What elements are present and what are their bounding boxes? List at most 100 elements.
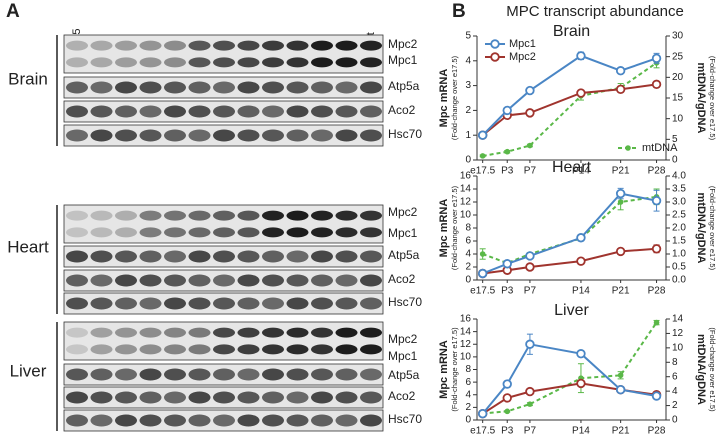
blot-band [237,40,260,51]
blot-band [335,327,358,338]
blot-band [360,40,382,51]
marker [576,378,586,389]
y2-tick-label: 2.0 [672,223,686,234]
y-tick-label: 1 [465,130,471,141]
blot-band [360,414,382,427]
blot-band [262,344,284,355]
y-label-note: (Fold-change over e17.5) [450,327,459,412]
blot-band [237,57,260,68]
blot-band [90,81,113,94]
marker [576,233,586,243]
protein-label: Hsc70 [388,127,422,141]
chart-title: Heart [552,159,592,176]
blot-band [164,227,186,238]
blot-band [139,274,162,287]
blot-band [164,414,186,427]
blot-band [311,129,333,142]
blot-band [360,105,382,118]
marker [504,408,511,415]
blot-band [213,368,235,381]
y2-tick-label: 0 [672,155,678,166]
x-tick-label: P14 [572,286,590,297]
y-label: Mpc mRNA [438,69,450,128]
blot-band [90,391,113,404]
blot-band [213,414,235,427]
marker [576,88,586,98]
blot-band [262,250,284,263]
blot-band [139,129,162,142]
blot-band [286,344,309,355]
blot-band [262,57,284,68]
x-tick-label: P21 [612,426,630,435]
legend-label: Mpc1 [509,38,536,50]
marker [651,53,662,64]
y-tick-label: 2 [465,262,471,273]
x-tick-label: e17.5 [470,286,495,297]
blot-band [311,297,333,310]
blot-band [115,227,137,238]
marker [576,349,586,359]
x-tick-label: P3 [501,286,514,297]
marker [477,268,488,279]
blot-band [139,81,162,94]
blot-band [213,210,235,221]
y-tick-label: 0 [465,275,471,286]
blot-band [90,57,113,68]
blot-band [237,414,260,427]
blot-band [262,414,284,427]
blot-band [164,57,186,68]
blot-band [360,344,382,355]
blot-band [66,227,88,238]
blot-band [213,297,235,310]
blot-band [237,105,260,118]
panel-label: B [452,1,466,22]
blot-band [66,81,88,94]
marker [617,372,624,379]
blot-band [237,227,260,238]
blot-band [139,344,162,355]
marker [479,153,486,159]
blot-band [311,414,333,427]
protein-label: Mpc2 [388,37,418,51]
blot-band [164,297,186,310]
tissue-label: Heart [7,237,49,256]
legend-marker [490,52,500,62]
blot-band [139,105,162,118]
y2-tick-label: 4.0 [672,171,686,182]
blot-band [90,40,113,51]
blot-band [66,129,88,142]
blot-band [213,250,235,263]
y-tick-label: 3 [465,80,471,91]
legend-label: mtDNA [642,142,678,154]
blot-band [188,327,211,338]
y-tick-label: 0 [465,415,471,426]
blot-band [164,250,186,263]
blot-band [213,57,235,68]
blot-band [66,57,88,68]
y2-label-note: (Fold-change over e17.5) [708,186,717,271]
marker [525,339,535,349]
marker [479,251,486,257]
blot-band [139,414,162,427]
blot-band [66,40,88,51]
x-tick-label: P3 [501,166,514,177]
blot-band [139,227,162,238]
y-tick-label: 4 [465,249,471,260]
marker [502,105,512,116]
protein-label: Mpc1 [388,53,418,67]
blot-band [237,81,260,94]
blot-band [360,297,382,310]
protein-label: Hsc70 [388,295,422,309]
marker [615,66,626,76]
blot-band [164,40,186,51]
blot-band [188,129,211,142]
blot-band [213,227,235,238]
blot-band [311,227,333,238]
x-tick-label: P3 [501,426,514,435]
blot-band [188,297,211,310]
blot-band [115,57,137,68]
blot-band [335,57,358,68]
blot-band [311,274,333,287]
y-tick-label: 5 [465,31,471,42]
y2-tick-label: 30 [672,31,684,42]
